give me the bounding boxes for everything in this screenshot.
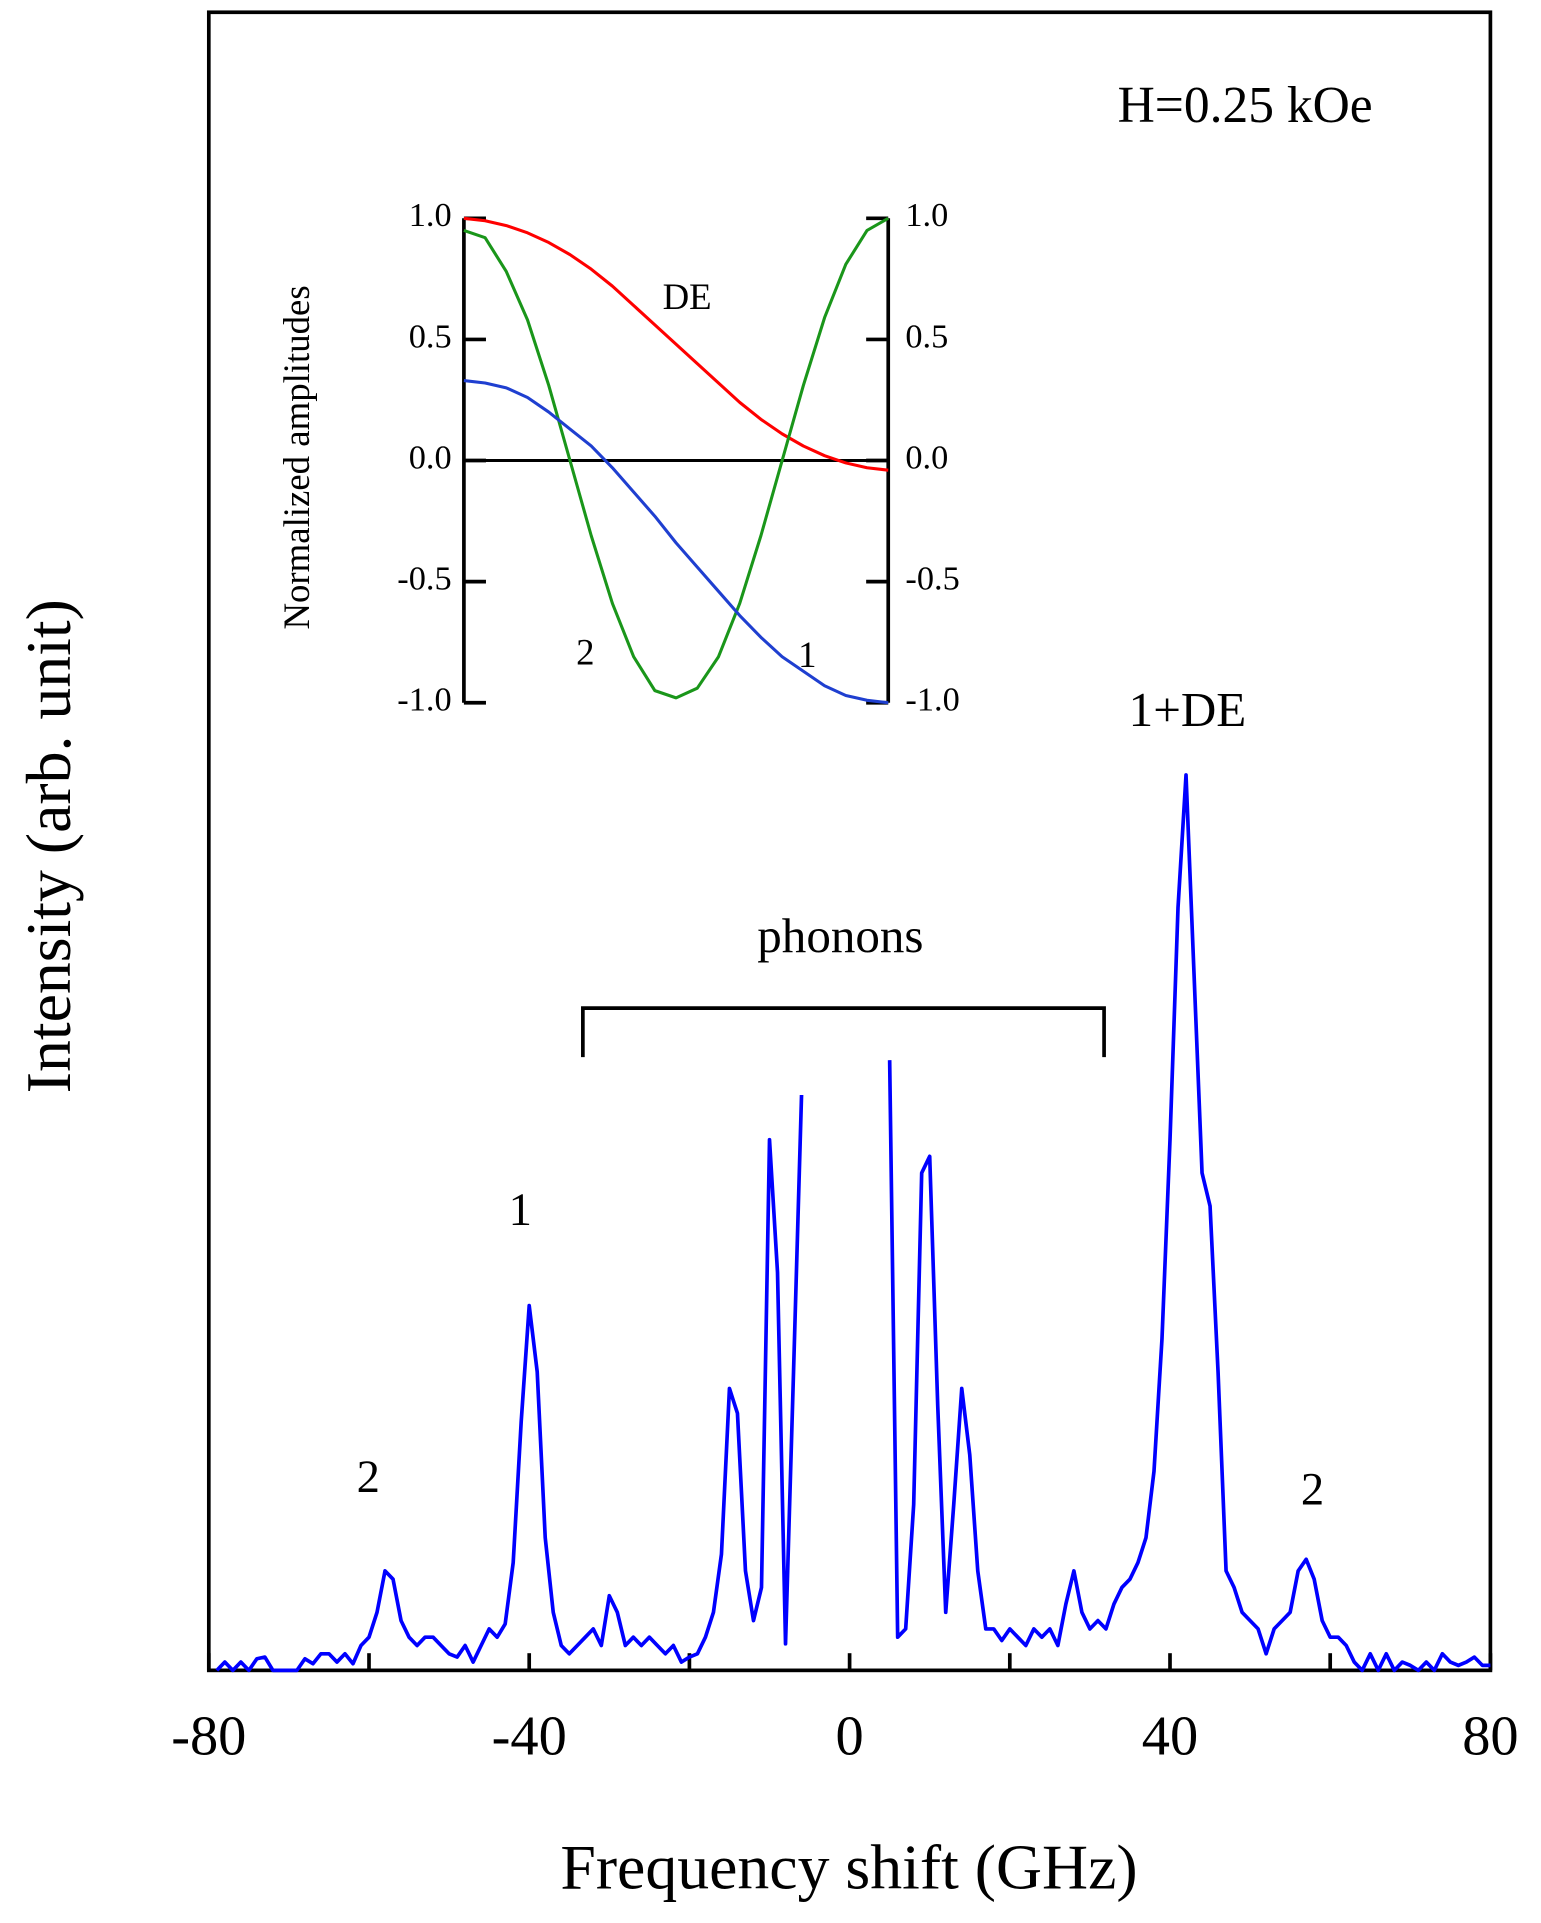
x-tick-label: 0 — [836, 1705, 864, 1767]
y2-tick-label: 0.0 — [905, 438, 948, 476]
phonon-bracket — [581, 1006, 1106, 1058]
y-axis-title: Intensity (arb. unit) — [13, 599, 84, 1093]
x-tick-label: 40 — [1142, 1705, 1198, 1767]
y2-tick-label: 0.5 — [905, 317, 948, 355]
inset-y-axis-title: Normalized amplitudes — [276, 285, 317, 629]
y-tick-label: -0.5 — [397, 559, 451, 597]
annotation: 2 — [357, 1451, 380, 1503]
annotation: DE — [663, 276, 712, 317]
y2-tick-label: 1.0 — [905, 196, 948, 234]
annotation: 1+DE — [1129, 682, 1247, 737]
x-tick-label: -80 — [171, 1705, 246, 1767]
annotation: H=0.25 kOe — [1118, 77, 1373, 134]
annotation: 2 — [576, 632, 594, 673]
data-line — [463, 216, 889, 472]
x-tick-label: -40 — [492, 1705, 567, 1767]
annotation: phonons — [757, 908, 923, 963]
data-line — [463, 379, 889, 705]
x-tick-label: 80 — [1462, 1705, 1518, 1767]
x-axis-title: Frequency shift (GHz) — [560, 1832, 1137, 1903]
annotation: 1 — [509, 1184, 532, 1236]
data-line — [463, 216, 889, 700]
y-tick-label: 0.0 — [409, 438, 452, 476]
data-line — [215, 773, 1491, 1673]
y-tick-label: 1.0 — [409, 196, 452, 234]
y-tick-label: -1.0 — [397, 681, 451, 719]
annotation: 1 — [798, 634, 816, 675]
annotation: 2 — [1301, 1463, 1324, 1515]
y2-tick-label: -0.5 — [905, 559, 959, 597]
y-tick-label: 0.5 — [409, 317, 452, 355]
y2-tick-label: -1.0 — [905, 681, 959, 719]
